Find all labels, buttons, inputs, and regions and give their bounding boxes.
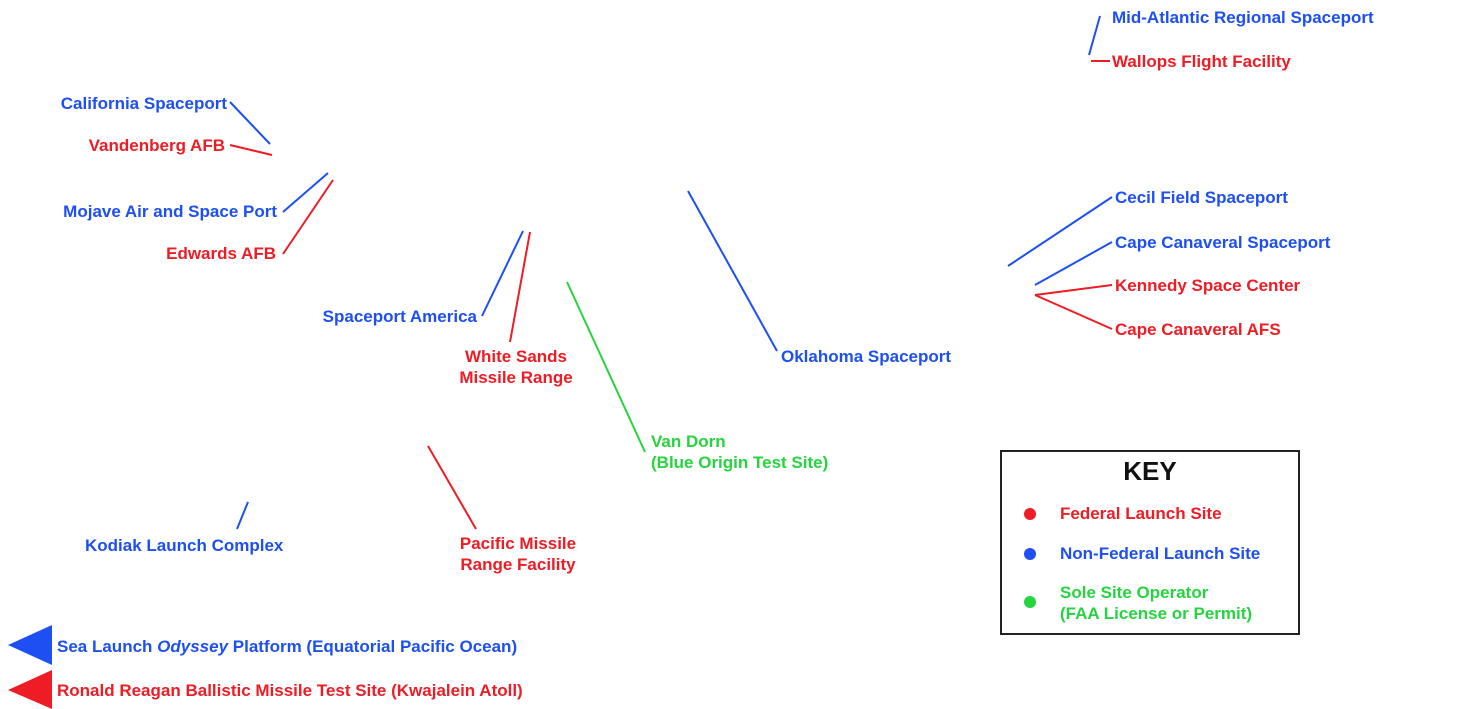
- label-vandenberg: Vandenberg AFB: [88, 136, 225, 155]
- label-cape-spaceport: Cape Canaveral Spaceport: [1115, 233, 1331, 252]
- legend-title: KEY: [1123, 456, 1177, 486]
- label-sea-launch-a: Sea Launch: [57, 637, 158, 656]
- label-cape-afs: Cape Canaveral AFS: [1115, 320, 1281, 339]
- legend-federal-label: Federal Launch Site: [1060, 504, 1222, 523]
- label-pacific: Pacific Missile Range Facility: [428, 533, 608, 575]
- legend-non-federal-label: Non-Federal Launch Site: [1060, 544, 1261, 563]
- legend-non-federal-dot-icon: [1024, 548, 1036, 560]
- leader-cape-spaceport: [1034, 241, 1113, 286]
- reagan-arrow-icon: [8, 670, 52, 709]
- leader-edwards: [282, 179, 334, 255]
- legend-sole-operator-label: Sole Site Operator (FAA License or Permi…: [1060, 582, 1252, 624]
- leader-cape-afs: [1034, 294, 1113, 330]
- label-mojave: Mojave Air and Space Port: [63, 202, 277, 221]
- legend-sole-operator-dot-icon: [1024, 596, 1036, 608]
- leader-mid-atlantic: [1088, 15, 1101, 56]
- label-california: California Spaceport: [60, 94, 227, 113]
- label-reagan: Ronald Reagan Ballistic Missile Test Sit…: [57, 681, 523, 700]
- leader-kennedy: [1034, 284, 1113, 296]
- label-white-sands-line2: Missile Range: [459, 368, 573, 387]
- label-spaceport-america: Spaceport America: [322, 307, 477, 326]
- label-wallops: Wallops Flight Facility: [1112, 52, 1291, 71]
- label-van-dorn: Van Dorn (Blue Origin Test Site): [651, 431, 828, 473]
- label-sea-launch-c: Platform (Equatorial Pacific Ocean): [228, 637, 518, 656]
- legend-sole-operator-line1: Sole Site Operator: [1060, 583, 1209, 602]
- label-kodiak: Kodiak Launch Complex: [85, 536, 284, 555]
- label-edwards: Edwards AFB: [166, 244, 276, 263]
- legend-key: KEY Federal Launch Site Non-Federal Laun…: [1000, 450, 1300, 635]
- label-white-sands-line1: White Sands: [464, 347, 567, 366]
- label-sea-launch-b: Odyssey: [157, 637, 229, 656]
- leader-pacific: [427, 445, 477, 530]
- leader-kodiak: [236, 501, 249, 530]
- label-oklahoma: Oklahoma Spaceport: [781, 347, 952, 366]
- legend-federal-dot-icon: [1024, 508, 1036, 520]
- label-van-dorn-line1: Van Dorn: [651, 432, 726, 451]
- leader-cecil: [1007, 196, 1113, 267]
- leader-oklahoma: [687, 190, 778, 352]
- label-mid-atlantic: Mid-Atlantic Regional Spaceport: [1112, 8, 1374, 27]
- leader-van-dorn: [566, 281, 646, 453]
- leader-vandenberg: [229, 144, 273, 156]
- label-sea-launch: Sea Launch Odyssey Platform (Equatorial …: [57, 636, 517, 657]
- sea-launch-arrow-icon: [8, 625, 52, 665]
- label-pacific-line2: Range Facility: [460, 555, 576, 574]
- leader-spaceport-america: [481, 230, 524, 317]
- label-van-dorn-line2: (Blue Origin Test Site): [651, 453, 829, 472]
- leader-california: [229, 101, 271, 145]
- leader-mojave: [282, 172, 329, 213]
- label-pacific-line1: Pacific Missile: [459, 534, 577, 553]
- label-kennedy: Kennedy Space Center: [1115, 276, 1301, 295]
- label-cecil: Cecil Field Spaceport: [1115, 188, 1288, 207]
- leader-white-sands: [509, 231, 531, 343]
- legend-sole-operator-line2: (FAA License or Permit): [1060, 604, 1253, 623]
- label-white-sands: White Sands Missile Range: [426, 346, 606, 388]
